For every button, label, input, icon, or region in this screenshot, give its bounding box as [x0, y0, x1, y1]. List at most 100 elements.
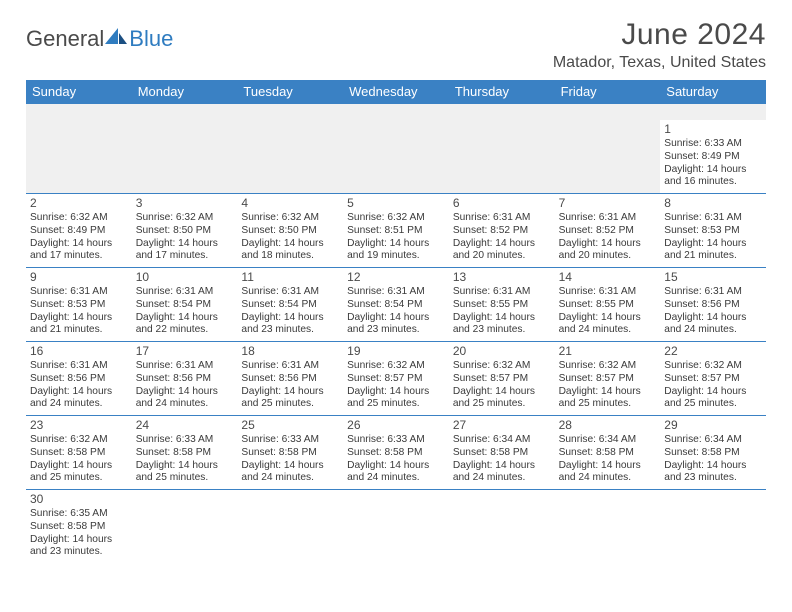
daylight-text: Daylight: 14 hours: [347, 312, 445, 325]
logo: General Blue: [26, 18, 173, 52]
daylight-text: Daylight: 14 hours: [347, 460, 445, 473]
daylight-text: and 24 minutes.: [559, 472, 657, 485]
week-row: 16Sunrise: 6:31 AMSunset: 8:56 PMDayligh…: [26, 342, 766, 416]
day-number: 19: [347, 344, 445, 359]
sunrise-text: Sunrise: 6:31 AM: [30, 286, 128, 299]
day-number: 11: [241, 270, 339, 285]
daylight-text: Daylight: 14 hours: [664, 460, 762, 473]
sunset-text: Sunset: 8:58 PM: [559, 447, 657, 460]
sunset-text: Sunset: 8:57 PM: [664, 373, 762, 386]
day-number: 15: [664, 270, 762, 285]
daylight-text: Daylight: 14 hours: [347, 386, 445, 399]
daylight-text: Daylight: 14 hours: [30, 386, 128, 399]
day-number: 9: [30, 270, 128, 285]
day-cell: 23Sunrise: 6:32 AMSunset: 8:58 PMDayligh…: [26, 416, 132, 489]
sunset-text: Sunset: 8:49 PM: [30, 225, 128, 238]
daylight-text: and 23 minutes.: [30, 546, 128, 559]
daylight-text: Daylight: 14 hours: [241, 460, 339, 473]
daylight-text: and 24 minutes.: [664, 324, 762, 337]
day-number: 10: [136, 270, 234, 285]
sunrise-text: Sunrise: 6:31 AM: [30, 360, 128, 373]
sunrise-text: Sunrise: 6:32 AM: [664, 360, 762, 373]
daylight-text: and 18 minutes.: [241, 250, 339, 263]
sunset-text: Sunset: 8:53 PM: [30, 299, 128, 312]
day-number: 13: [453, 270, 551, 285]
sunrise-text: Sunrise: 6:32 AM: [30, 434, 128, 447]
calendar: Sunday Monday Tuesday Wednesday Thursday…: [26, 80, 766, 563]
day-number: 17: [136, 344, 234, 359]
sunrise-text: Sunrise: 6:34 AM: [453, 434, 551, 447]
daylight-text: and 23 minutes.: [241, 324, 339, 337]
logo-sail-icon: [105, 26, 127, 52]
day-cell: 13Sunrise: 6:31 AMSunset: 8:55 PMDayligh…: [449, 268, 555, 341]
daylight-text: and 25 minutes.: [347, 398, 445, 411]
day-cell: 17Sunrise: 6:31 AMSunset: 8:56 PMDayligh…: [132, 342, 238, 415]
day-cell: 9Sunrise: 6:31 AMSunset: 8:53 PMDaylight…: [26, 268, 132, 341]
dayname: Monday: [132, 80, 238, 104]
day-number: 27: [453, 418, 551, 433]
blank-cell: [449, 120, 555, 193]
daylight-text: Daylight: 14 hours: [136, 312, 234, 325]
daylight-text: Daylight: 14 hours: [30, 312, 128, 325]
daylight-text: Daylight: 14 hours: [664, 386, 762, 399]
sunrise-text: Sunrise: 6:32 AM: [347, 212, 445, 225]
day-cell: 27Sunrise: 6:34 AMSunset: 8:58 PMDayligh…: [449, 416, 555, 489]
title-block: June 2024 Matador, Texas, United States: [553, 18, 766, 72]
daylight-text: Daylight: 14 hours: [559, 386, 657, 399]
blank-cell: [237, 490, 343, 563]
sunset-text: Sunset: 8:58 PM: [30, 521, 128, 534]
sunrise-text: Sunrise: 6:35 AM: [30, 508, 128, 521]
sunrise-text: Sunrise: 6:31 AM: [136, 286, 234, 299]
daylight-text: and 21 minutes.: [30, 324, 128, 337]
daylight-text: and 25 minutes.: [30, 472, 128, 485]
day-cell: 4Sunrise: 6:32 AMSunset: 8:50 PMDaylight…: [237, 194, 343, 267]
dayname-header: Sunday Monday Tuesday Wednesday Thursday…: [26, 80, 766, 104]
daylight-text: Daylight: 14 hours: [664, 312, 762, 325]
day-number: 26: [347, 418, 445, 433]
week-row: 2Sunrise: 6:32 AMSunset: 8:49 PMDaylight…: [26, 194, 766, 268]
daylight-text: and 23 minutes.: [664, 472, 762, 485]
day-number: 1: [664, 122, 762, 137]
daylight-text: and 17 minutes.: [30, 250, 128, 263]
day-number: 20: [453, 344, 551, 359]
sunset-text: Sunset: 8:54 PM: [241, 299, 339, 312]
day-cell: 8Sunrise: 6:31 AMSunset: 8:53 PMDaylight…: [660, 194, 766, 267]
blank-cell: [555, 120, 661, 193]
daylight-text: Daylight: 14 hours: [241, 238, 339, 251]
daylight-text: Daylight: 14 hours: [664, 164, 762, 177]
sunset-text: Sunset: 8:56 PM: [664, 299, 762, 312]
day-number: 25: [241, 418, 339, 433]
sunset-text: Sunset: 8:57 PM: [347, 373, 445, 386]
sunset-text: Sunset: 8:54 PM: [136, 299, 234, 312]
sunset-text: Sunset: 8:58 PM: [136, 447, 234, 460]
daylight-text: Daylight: 14 hours: [30, 534, 128, 547]
week-row: 23Sunrise: 6:32 AMSunset: 8:58 PMDayligh…: [26, 416, 766, 490]
day-cell: 30Sunrise: 6:35 AMSunset: 8:58 PMDayligh…: [26, 490, 132, 563]
daylight-text: and 21 minutes.: [664, 250, 762, 263]
sunset-text: Sunset: 8:52 PM: [559, 225, 657, 238]
day-cell: 3Sunrise: 6:32 AMSunset: 8:50 PMDaylight…: [132, 194, 238, 267]
sunrise-text: Sunrise: 6:31 AM: [136, 360, 234, 373]
blank-spacer-row: [26, 104, 766, 120]
sunrise-text: Sunrise: 6:31 AM: [241, 286, 339, 299]
week-row: 1Sunrise: 6:33 AMSunset: 8:49 PMDaylight…: [26, 120, 766, 194]
daylight-text: and 25 minutes.: [136, 472, 234, 485]
daylight-text: and 20 minutes.: [559, 250, 657, 263]
weeks-container: 1Sunrise: 6:33 AMSunset: 8:49 PMDaylight…: [26, 120, 766, 563]
sunset-text: Sunset: 8:56 PM: [241, 373, 339, 386]
daylight-text: and 24 minutes.: [347, 472, 445, 485]
day-cell: 15Sunrise: 6:31 AMSunset: 8:56 PMDayligh…: [660, 268, 766, 341]
sunset-text: Sunset: 8:53 PM: [664, 225, 762, 238]
daylight-text: Daylight: 14 hours: [559, 460, 657, 473]
location: Matador, Texas, United States: [553, 54, 766, 72]
day-cell: 20Sunrise: 6:32 AMSunset: 8:57 PMDayligh…: [449, 342, 555, 415]
sunset-text: Sunset: 8:55 PM: [453, 299, 551, 312]
blank-cell: [237, 120, 343, 193]
daylight-text: Daylight: 14 hours: [136, 386, 234, 399]
blank-cell: [555, 490, 661, 563]
sunset-text: Sunset: 8:51 PM: [347, 225, 445, 238]
blank-cell: [449, 490, 555, 563]
sunset-text: Sunset: 8:58 PM: [241, 447, 339, 460]
sunrise-text: Sunrise: 6:32 AM: [30, 212, 128, 225]
sunset-text: Sunset: 8:50 PM: [241, 225, 339, 238]
